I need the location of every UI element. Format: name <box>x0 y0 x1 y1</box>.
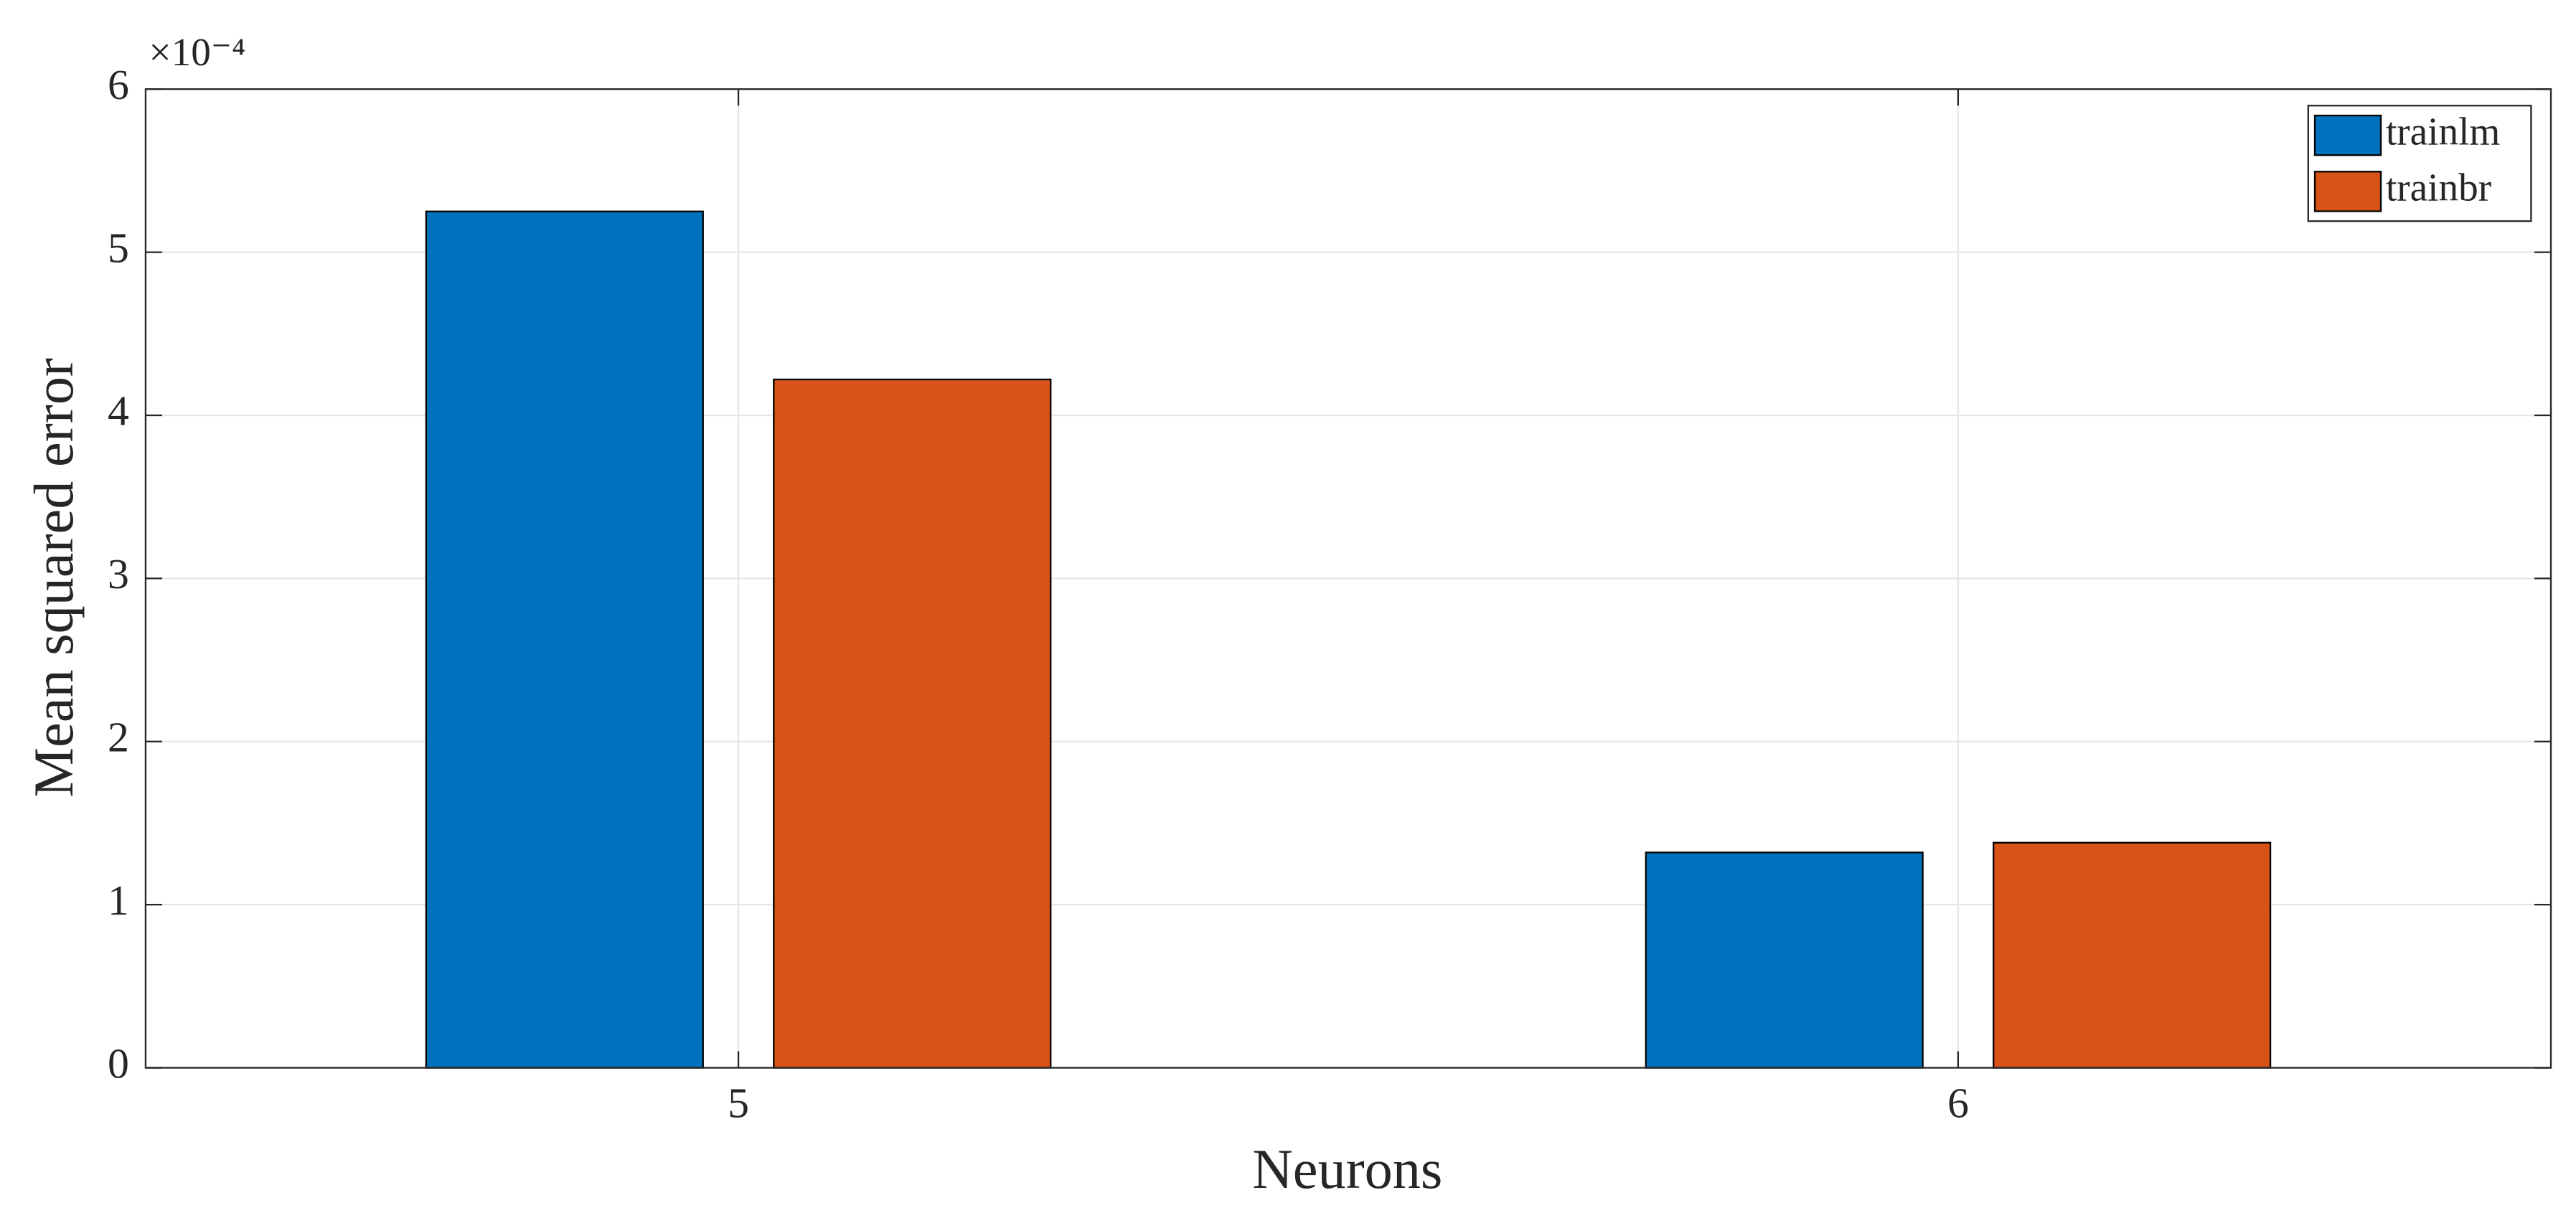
y-axis-label: Mean squared error <box>22 358 85 797</box>
y-tick-label: 1 <box>108 877 129 924</box>
bar <box>773 378 1052 1069</box>
x-axis-label: Neurons <box>1252 1138 1442 1200</box>
y-tick-label: 3 <box>108 550 129 598</box>
legend-swatch <box>2313 171 2382 212</box>
y-tick-label: 4 <box>108 387 129 435</box>
bar <box>1993 841 2272 1069</box>
legend-label: trainlm <box>2386 109 2500 153</box>
bar <box>425 210 704 1069</box>
y-exponent-label: ×10⁻⁴ <box>149 30 246 74</box>
y-tick-label: 6 <box>108 61 129 108</box>
x-tick-label: 6 <box>1947 1079 1969 1126</box>
legend-label: trainbr <box>2386 166 2491 209</box>
legend-swatch <box>2313 114 2382 156</box>
bar <box>1645 851 1924 1069</box>
y-tick-label: 0 <box>108 1039 129 1087</box>
y-tick-label: 2 <box>108 713 129 760</box>
y-tick-label: 5 <box>108 224 129 271</box>
x-tick-label: 5 <box>728 1079 749 1126</box>
